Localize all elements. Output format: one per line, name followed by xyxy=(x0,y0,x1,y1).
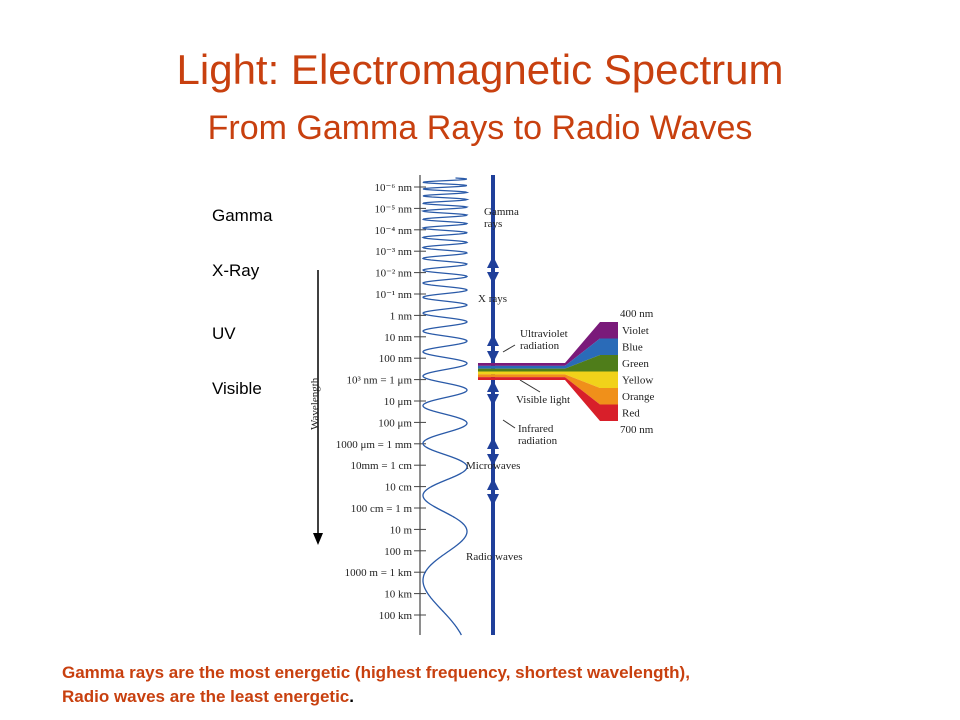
arrowhead xyxy=(487,494,499,506)
scale-label: 10³ nm = 1 μm xyxy=(346,375,412,387)
title: Light: Electromagnetic Spectrum xyxy=(177,46,784,93)
region-label: X rays xyxy=(478,293,507,305)
scale-label: 10⁻¹ nm xyxy=(375,289,412,301)
color-label: Violet xyxy=(622,325,649,337)
arrowhead xyxy=(487,380,499,392)
scale-label: 100 μm xyxy=(378,417,412,429)
scale-label: 10⁻⁵ nm xyxy=(375,203,413,215)
side-label: Visible xyxy=(212,379,262,398)
arrowhead xyxy=(487,478,499,490)
spectrum-band xyxy=(478,371,618,388)
scale-label: 1000 m = 1 km xyxy=(345,567,413,579)
region-label: Infrared radiation xyxy=(518,423,558,447)
arrowhead xyxy=(487,454,499,466)
spectrum-band xyxy=(478,338,618,369)
axis-label: Wavelength xyxy=(309,377,321,430)
arrowhead xyxy=(487,334,499,346)
color-label: Red xyxy=(622,408,640,420)
arrowhead xyxy=(487,256,499,268)
side-label: X-Ray xyxy=(212,261,260,280)
scale-label: 10mm = 1 cm xyxy=(350,460,412,472)
color-label: Yellow xyxy=(622,375,653,387)
scale-label: 10⁻⁶ nm xyxy=(375,182,413,194)
scale-label: 100 nm xyxy=(379,353,413,365)
arrowhead xyxy=(487,437,499,449)
scale-label: 10 km xyxy=(384,589,412,601)
spectrum-band xyxy=(478,355,618,372)
scale-label: 1000 μm = 1 mm xyxy=(336,439,413,451)
side-label: UV xyxy=(212,324,236,343)
scale-label: 10 μm xyxy=(384,396,413,408)
scale-label: 100 cm = 1 m xyxy=(351,503,413,515)
leader xyxy=(502,344,516,353)
wl-label: 400 nm xyxy=(620,308,654,320)
scale-label: 10 nm xyxy=(384,332,412,344)
region-label: Microwaves xyxy=(466,460,520,472)
region-label: Gamma rays xyxy=(484,206,519,230)
footer-line: Gamma rays are the most energetic (highe… xyxy=(62,663,690,682)
scale-label: 10⁻³ nm xyxy=(375,246,412,258)
wl-label: 700 nm xyxy=(620,424,654,436)
leader xyxy=(519,379,541,393)
scale-label: 100 km xyxy=(379,610,413,622)
region-label: Visible light xyxy=(516,394,570,406)
side-label: Gamma xyxy=(212,206,273,225)
leader xyxy=(502,419,516,429)
spectrum-band xyxy=(478,322,618,366)
region-label: Ultraviolet radiation xyxy=(520,328,568,352)
scale-label: 10 m xyxy=(390,524,413,536)
spectrum-band xyxy=(478,374,618,405)
scale-label: 10 cm xyxy=(385,482,413,494)
footer-period: . xyxy=(349,687,354,706)
spectrum-band xyxy=(478,377,618,421)
color-label: Green xyxy=(622,358,649,370)
wave xyxy=(420,177,470,636)
footer-line: Radio waves are the least energetic. xyxy=(62,687,354,706)
arrowhead xyxy=(487,272,499,284)
arrowhead xyxy=(313,533,323,545)
footer-text: Radio waves are the least energetic xyxy=(62,687,349,706)
scale-label: 10⁻⁴ nm xyxy=(375,225,413,237)
color-label: Orange xyxy=(622,391,654,403)
scale-label: 10⁻² nm xyxy=(375,268,412,280)
subtitle: From Gamma Rays to Radio Waves xyxy=(208,109,753,147)
color-label: Blue xyxy=(622,342,643,354)
scale-label: 100 m xyxy=(384,546,412,558)
arrowhead xyxy=(487,351,499,363)
scale-label: 1 nm xyxy=(390,310,413,322)
region-label: Radio waves xyxy=(466,551,523,563)
arrowhead xyxy=(487,394,499,406)
